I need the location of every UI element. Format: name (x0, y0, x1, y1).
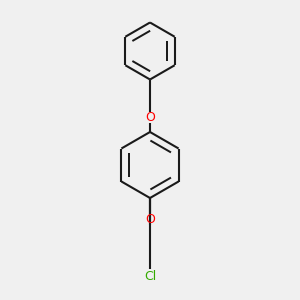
Text: O: O (145, 213, 155, 226)
Text: O: O (145, 111, 155, 124)
Text: Cl: Cl (144, 269, 156, 283)
